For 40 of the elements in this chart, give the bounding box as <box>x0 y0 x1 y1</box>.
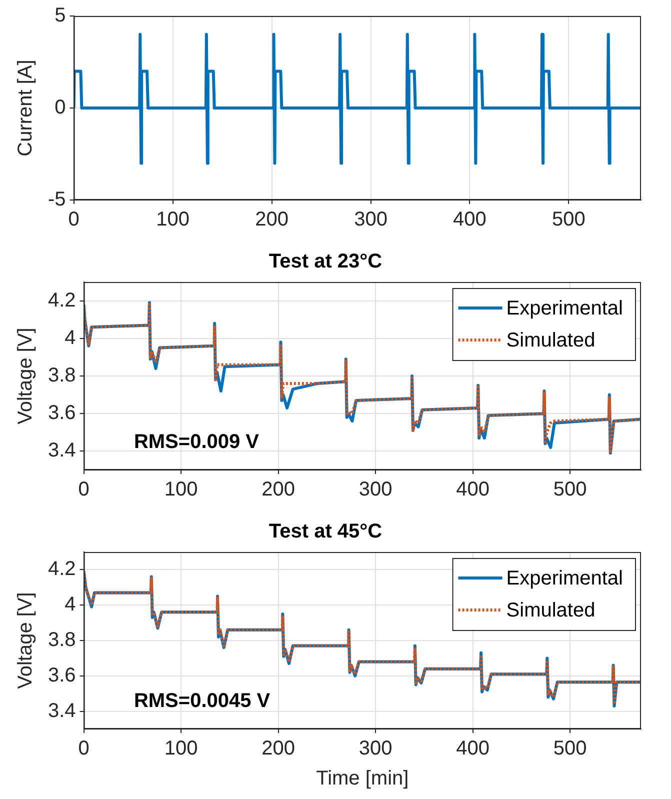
legend-label: Simulated <box>506 330 596 352</box>
y-tick-label: 0 <box>54 96 66 119</box>
y-axis-title: Current [A] <box>14 60 37 156</box>
x-tick-label: 400 <box>456 478 490 501</box>
y-tick-label: 3.6 <box>48 664 76 686</box>
annotation: RMS=0.009 V <box>134 431 260 453</box>
x-tick-label: 100 <box>164 738 198 760</box>
x-tick-label: 300 <box>358 738 392 760</box>
y-tick-label: 3.6 <box>48 402 76 424</box>
y-tick-label: 3.8 <box>48 364 76 387</box>
legend-label: Simulated <box>506 600 596 622</box>
x-tick-label: 400 <box>453 208 486 231</box>
x-tick-label: 500 <box>553 738 587 760</box>
legend-label: Experimental <box>506 298 623 320</box>
x-tick-label: 500 <box>552 208 586 231</box>
legend-label: Experimental <box>506 568 623 590</box>
y-tick-label: 4 <box>64 326 76 349</box>
x-tick-label: 200 <box>255 208 288 231</box>
y-axis-title: Voltage [V] <box>14 592 37 689</box>
x-tick-label: 500 <box>553 478 587 501</box>
y-tick-label: -5 <box>48 188 66 211</box>
x-tick-label: 200 <box>262 478 295 501</box>
x-tick-label: 300 <box>354 208 388 231</box>
x-tick-label: 100 <box>156 208 190 231</box>
x-axis-title: Time [min] <box>316 768 409 790</box>
x-tick-label: 300 <box>358 478 392 501</box>
y-tick-label: 3.4 <box>48 440 76 462</box>
x-tick-label: 100 <box>164 478 198 501</box>
y-tick-label: 5 <box>54 4 66 27</box>
y-tick-label: 3.8 <box>48 629 76 652</box>
y-tick-label: 4 <box>64 594 76 616</box>
chart-title: Test at 45°C <box>268 520 382 543</box>
x-tick-label: 200 <box>262 738 295 760</box>
y-axis-title: Voltage [V] <box>14 328 37 424</box>
y-tick-label: 4.2 <box>48 558 76 580</box>
annotation: RMS=0.0045 V <box>134 690 271 712</box>
y-tick-label: 4.2 <box>48 289 76 312</box>
chart-title: Test at 23°C <box>268 250 382 273</box>
x-tick-label: 400 <box>456 738 490 760</box>
y-tick-label: 3.4 <box>48 700 76 722</box>
